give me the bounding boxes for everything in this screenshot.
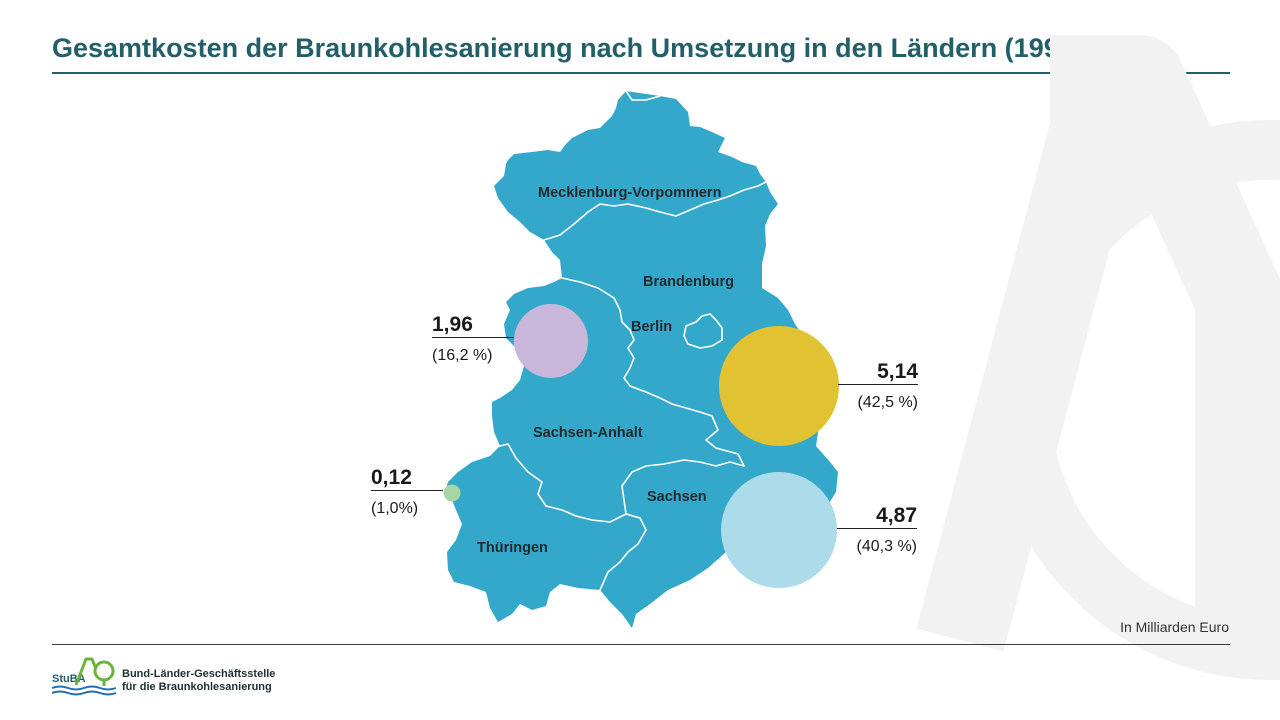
callout-share: (42,5 %) xyxy=(857,394,918,411)
border-coast-detail xyxy=(625,90,661,101)
callout-value: 1,96 xyxy=(432,313,473,336)
callout-leader-line xyxy=(838,384,918,385)
callout-value: 0,12 xyxy=(371,466,412,489)
label-mecklenburg-vorpommern: Mecklenburg-Vorpommern xyxy=(538,185,721,201)
callout-thueringen: 0,12 (1,0%) xyxy=(371,466,443,519)
bubble-sachsen-anhalt xyxy=(514,304,588,378)
footer-divider xyxy=(52,644,1230,645)
org-name-line2: für die Braunkohlesanierung xyxy=(122,681,272,693)
tree-logo-icon: StuBA xyxy=(52,657,117,696)
bubble-sachsen xyxy=(721,472,837,588)
callout-share: (40,3 %) xyxy=(856,538,917,555)
page-title: Gesamtkosten der Braunkohlesanierung nac… xyxy=(52,33,1152,63)
border-brandenburg-sachsen-anhalt xyxy=(561,277,745,467)
callout-value: 5,14 xyxy=(877,360,918,383)
callout-sachsen: 4,87 (40,3 %) xyxy=(837,504,917,557)
org-name: Bund-Länder-Geschäftsstelle für die Brau… xyxy=(122,668,275,694)
callout-share: (1,0%) xyxy=(371,500,419,517)
callout-leader-line xyxy=(432,337,514,338)
callout-brandenburg: 5,14 (42,5 %) xyxy=(838,360,918,413)
title-divider xyxy=(52,72,1230,74)
org-name-line1: Bund-Länder-Geschäftsstelle xyxy=(122,668,276,680)
label-sachsen-anhalt: Sachsen-Anhalt xyxy=(533,425,643,441)
callout-share: (16,2 %) xyxy=(432,347,493,364)
border-sachsen-anhalt-sachsen xyxy=(499,443,745,523)
callout-value: 4,87 xyxy=(876,504,917,527)
border-mv-brandenburg xyxy=(543,181,767,241)
unit-note: In Milliarden Euro xyxy=(1120,619,1229,635)
label-thueringen: Thüringen xyxy=(477,540,548,556)
border-berlin xyxy=(683,313,723,349)
bubble-brandenburg xyxy=(719,326,839,446)
callout-leader-line xyxy=(371,490,443,491)
callout-leader-line xyxy=(837,528,917,529)
border-thueringen-sachsen xyxy=(599,513,647,591)
bubble-thueringen xyxy=(443,484,461,502)
label-sachsen: Sachsen xyxy=(647,489,707,505)
label-brandenburg: Brandenburg xyxy=(643,274,734,290)
callout-sachsen-anhalt: 1,96 (16,2 %) xyxy=(432,313,514,366)
label-berlin: Berlin xyxy=(631,319,672,335)
